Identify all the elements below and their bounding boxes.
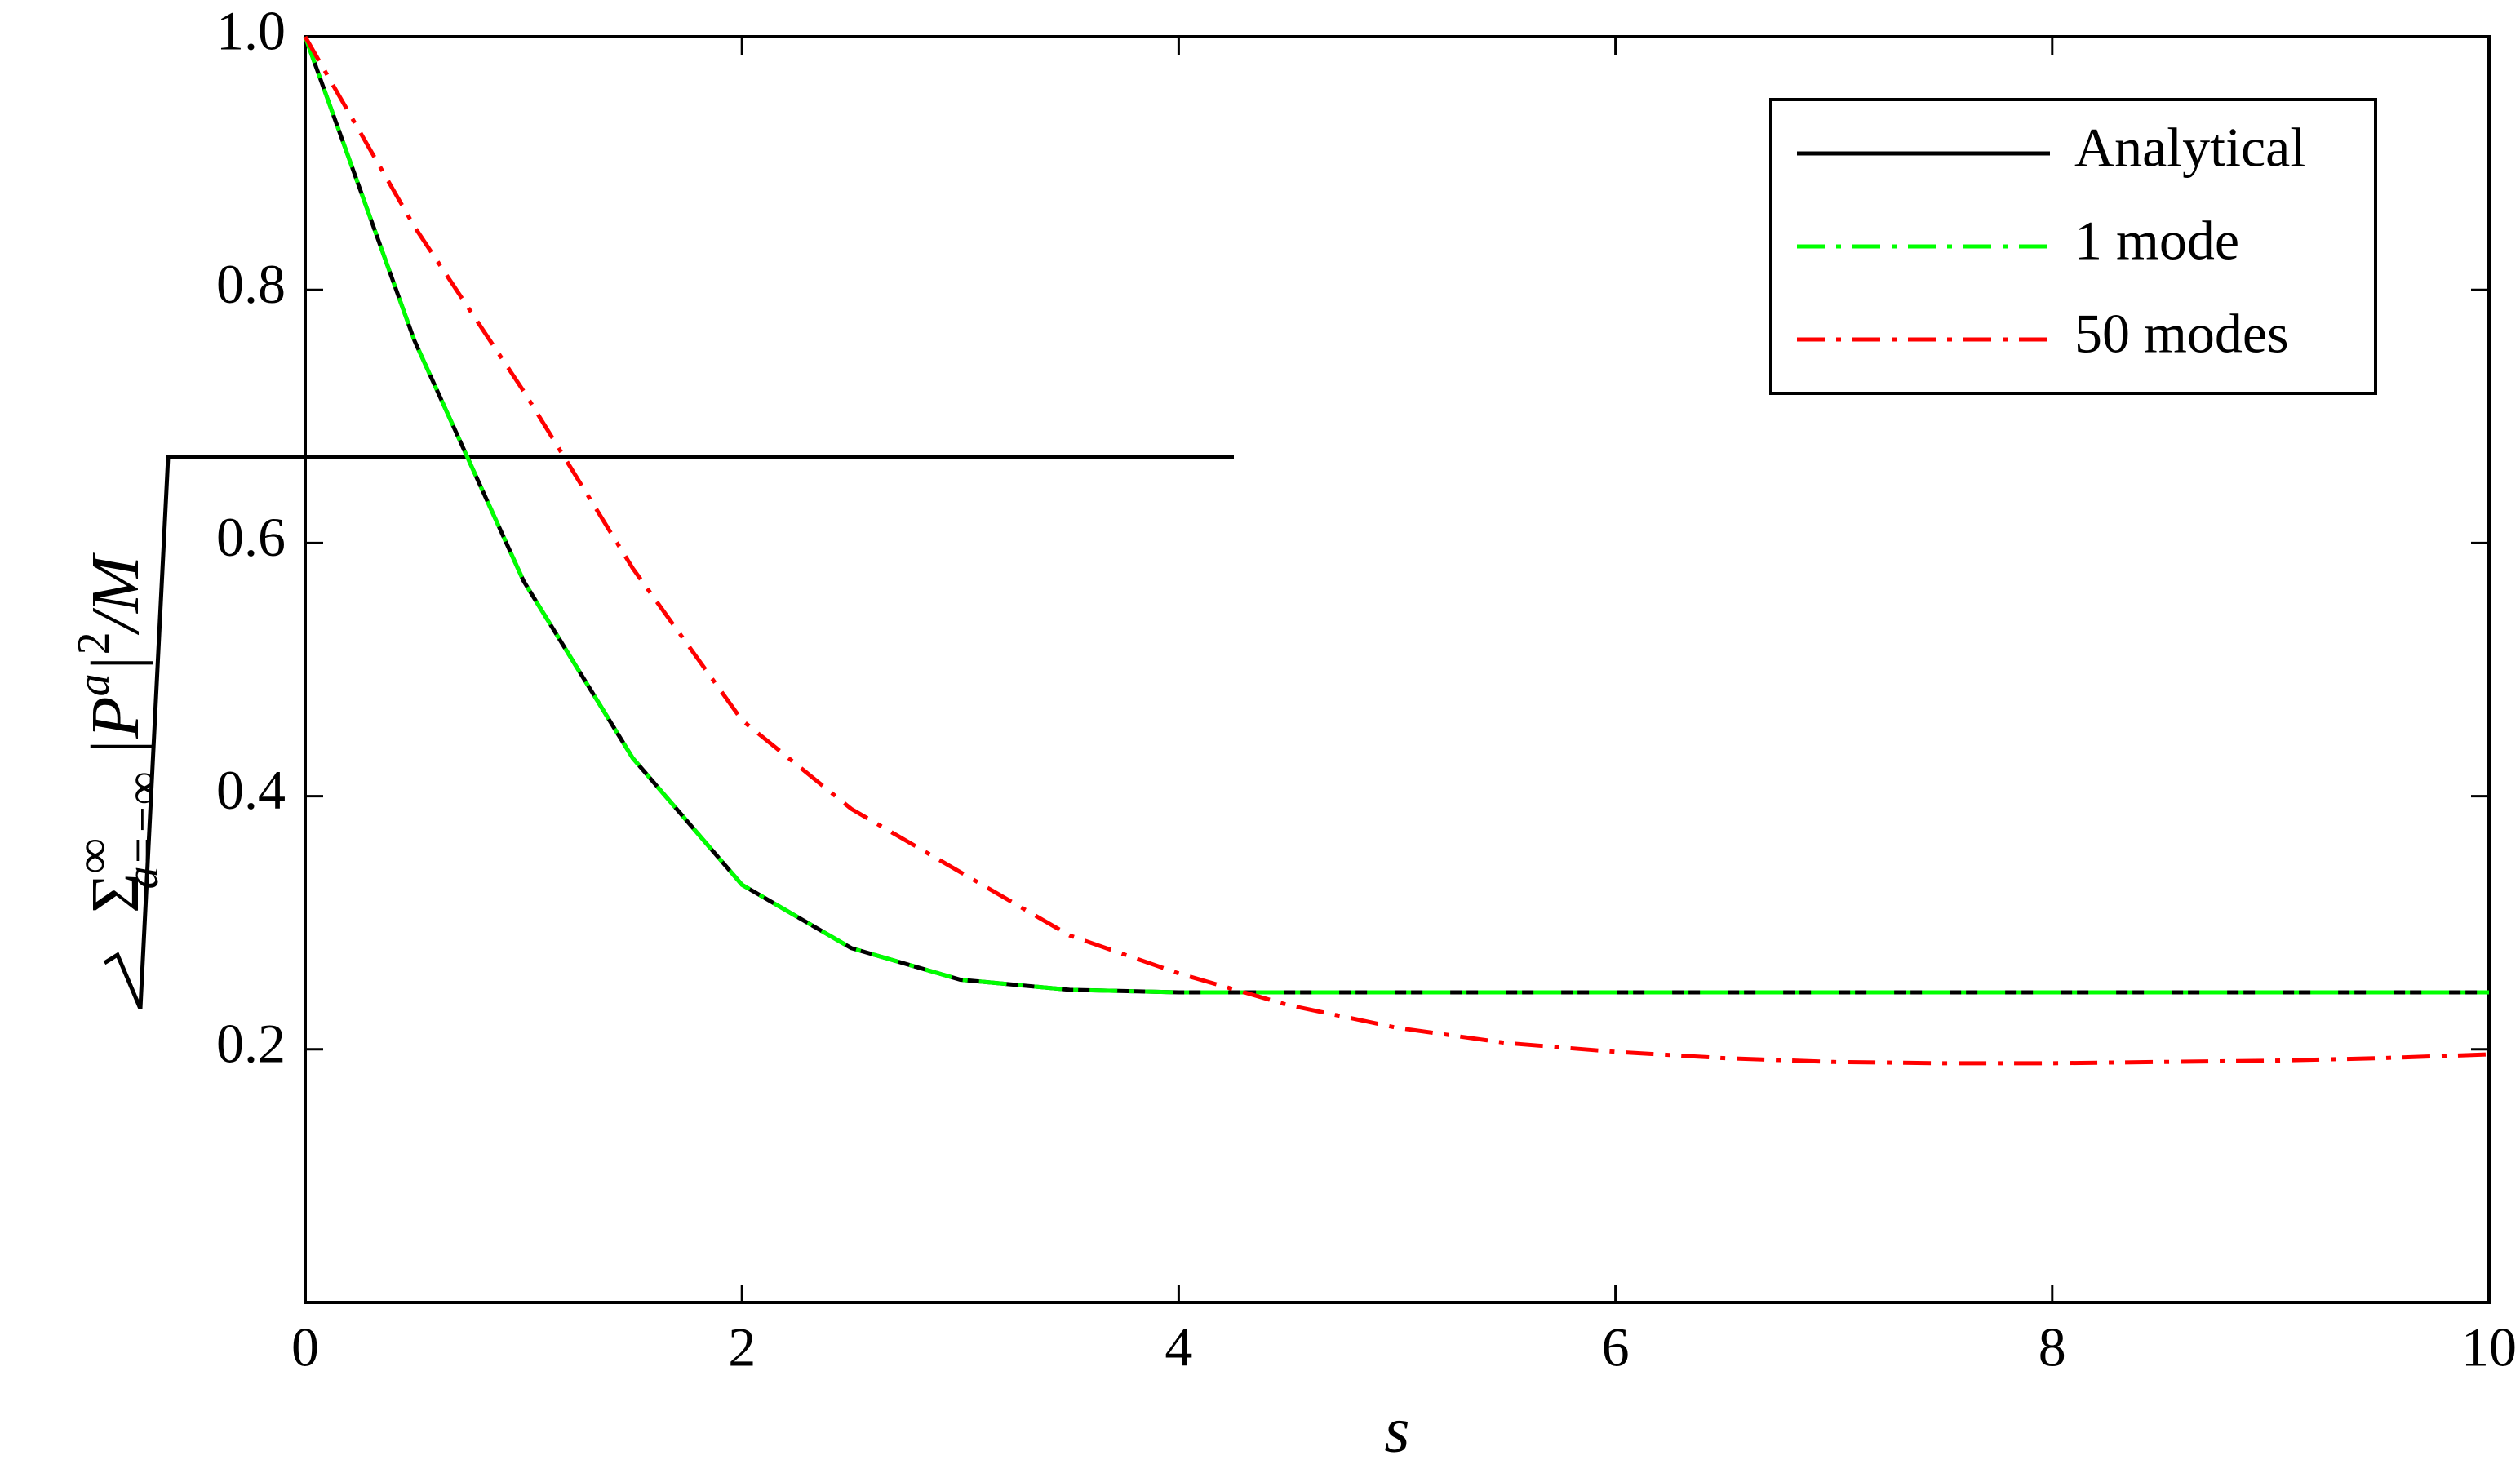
legend-label: 50 modes: [2074, 303, 2289, 365]
line-series: [303, 36, 2489, 995]
legend-label: Analytical: [2074, 117, 2305, 179]
y-tick-label: 0.6: [216, 506, 286, 568]
y-label-part: |P: [78, 696, 153, 757]
y-tick-label: 0.4: [216, 759, 286, 821]
line-series: [303, 35, 2490, 1066]
x-tick-label: 8: [2039, 1316, 2066, 1378]
y-label-part: |: [78, 654, 153, 673]
y-label-part: Σ: [78, 873, 153, 913]
y-label-part: a: [69, 673, 119, 696]
y-label-part: 2: [69, 632, 119, 654]
x-tick-label: 0: [291, 1316, 319, 1378]
plot-frame: [304, 35, 2491, 1304]
y-axis-label: Σ∞a=−∞ |Pa|2/M: [66, 552, 168, 913]
x-tick-label: 10: [2461, 1316, 2517, 1378]
y-label-part: /M: [78, 552, 153, 635]
y-label-part: a=−∞: [118, 772, 168, 890]
x-axis-label: s: [1384, 1394, 1409, 1466]
legend-label: 1 mode: [2074, 210, 2239, 272]
sqrt-sign: [103, 455, 1234, 1009]
x-tick-label: 2: [728, 1316, 756, 1378]
y-tick-label: 0.8: [216, 253, 286, 315]
y-label-part: ∞: [66, 838, 120, 873]
y-tick-label: 1.0: [216, 0, 286, 62]
x-tick-label: 6: [1602, 1316, 1630, 1378]
y-tick-label: 0.2: [216, 1012, 286, 1074]
x-tick-label: 4: [1165, 1316, 1192, 1378]
